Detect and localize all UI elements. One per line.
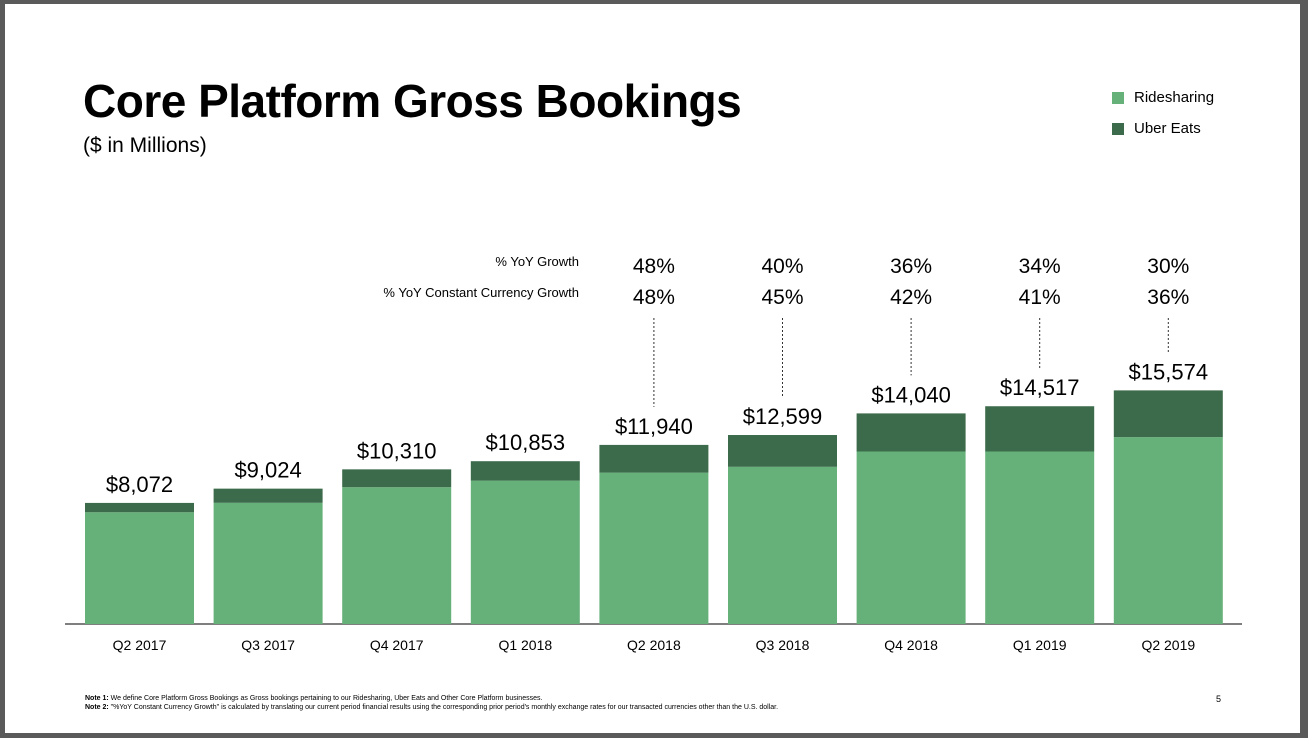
total-label-3: $10,853 [486,430,566,455]
bar-uber-eats-6 [856,413,966,452]
total-label-6: $14,040 [871,382,951,407]
footnote-1: Note 1: We define Core Platform Gross Bo… [85,695,542,702]
yoy-growth-value-5: 40% [761,255,803,278]
category-label-8: Q2 2019 [1141,637,1195,653]
footnote-1-text: We define Core Platform Gross Bookings a… [108,695,543,702]
footnote-2-label: Note 2: [85,704,109,711]
legend: Ridesharing Uber Eats [1112,82,1214,144]
total-label-7: $14,517 [1000,375,1080,400]
bar-uber-eats-8 [1113,390,1223,438]
yoy-cc-growth-row-label: % YoY Constant Currency Growth [383,285,579,300]
yoy-cc-growth-value-6: 42% [890,286,932,309]
footnote-2-text: "%YoY Constant Currency Growth" is calcu… [108,704,779,711]
bar-chart: % YoY Growth % YoY Constant Currency Grow… [65,254,1242,653]
legend-label-eats: Uber Eats [1134,120,1201,137]
bar-uber-eats-7 [985,406,1095,452]
total-label-0: $8,072 [106,472,173,497]
legend-item-eats: Uber Eats [1112,113,1214,144]
bar-uber-eats-0 [85,502,194,513]
bar-uber-eats-3 [470,461,580,481]
total-label-5: $12,599 [743,404,823,429]
bar-ridesharing-4 [599,472,709,624]
yoy-growth-row-label: % YoY Growth [495,254,579,269]
category-label-5: Q3 2018 [756,637,810,653]
bar-uber-eats-2 [342,469,452,488]
footnote-2: Note 2: "%YoY Constant Currency Growth" … [85,704,778,711]
bar-ridesharing-7 [985,451,1095,624]
category-label-0: Q2 2017 [113,637,167,653]
bar-ridesharing-1 [213,502,323,624]
total-label-4: $11,940 [615,414,693,439]
category-label-2: Q4 2017 [370,637,424,653]
yoy-growth-value-4: 48% [633,255,675,278]
bar-ridesharing-0 [85,512,194,624]
bar-uber-eats-5 [728,435,837,467]
bar-ridesharing-8 [1113,437,1223,624]
yoy-cc-growth-value-8: 36% [1147,286,1189,309]
bar-ridesharing-5 [728,466,837,624]
footnote-1-label: Note 1: [85,695,109,702]
total-label-2: $10,310 [357,438,437,463]
legend-item-ridesharing: Ridesharing [1112,82,1214,113]
yoy-cc-growth-value-5: 45% [761,286,803,309]
yoy-cc-growth-value-4: 48% [633,286,675,309]
chart-subtitle: ($ in Millions) [83,134,207,157]
yoy-cc-growth-value-7: 41% [1019,286,1061,309]
bar-ridesharing-2 [342,487,452,624]
legend-label-ridesharing: Ridesharing [1134,89,1215,106]
bar-uber-eats-1 [213,488,323,503]
category-label-7: Q1 2019 [1013,637,1067,653]
yoy-growth-value-8: 30% [1147,255,1189,278]
page-number: 5 [1216,694,1222,704]
total-label-8: $15,574 [1129,359,1209,384]
legend-swatch-eats [1112,122,1124,135]
bar-ridesharing-3 [470,480,580,624]
category-label-3: Q1 2018 [498,637,552,653]
category-label-4: Q2 2018 [627,637,681,653]
yoy-growth-value-6: 36% [890,255,932,278]
total-label-1: $9,024 [234,458,301,483]
category-label-1: Q3 2017 [241,637,295,653]
legend-swatch-ridesharing [1112,91,1124,104]
category-label-6: Q4 2018 [884,637,938,653]
yoy-growth-value-7: 34% [1019,255,1061,278]
bar-uber-eats-4 [599,444,709,473]
slide: Core Platform Gross Bookings ($ in Milli… [5,4,1300,733]
bar-ridesharing-6 [856,451,966,624]
chart-title: Core Platform Gross Bookings [83,75,742,127]
